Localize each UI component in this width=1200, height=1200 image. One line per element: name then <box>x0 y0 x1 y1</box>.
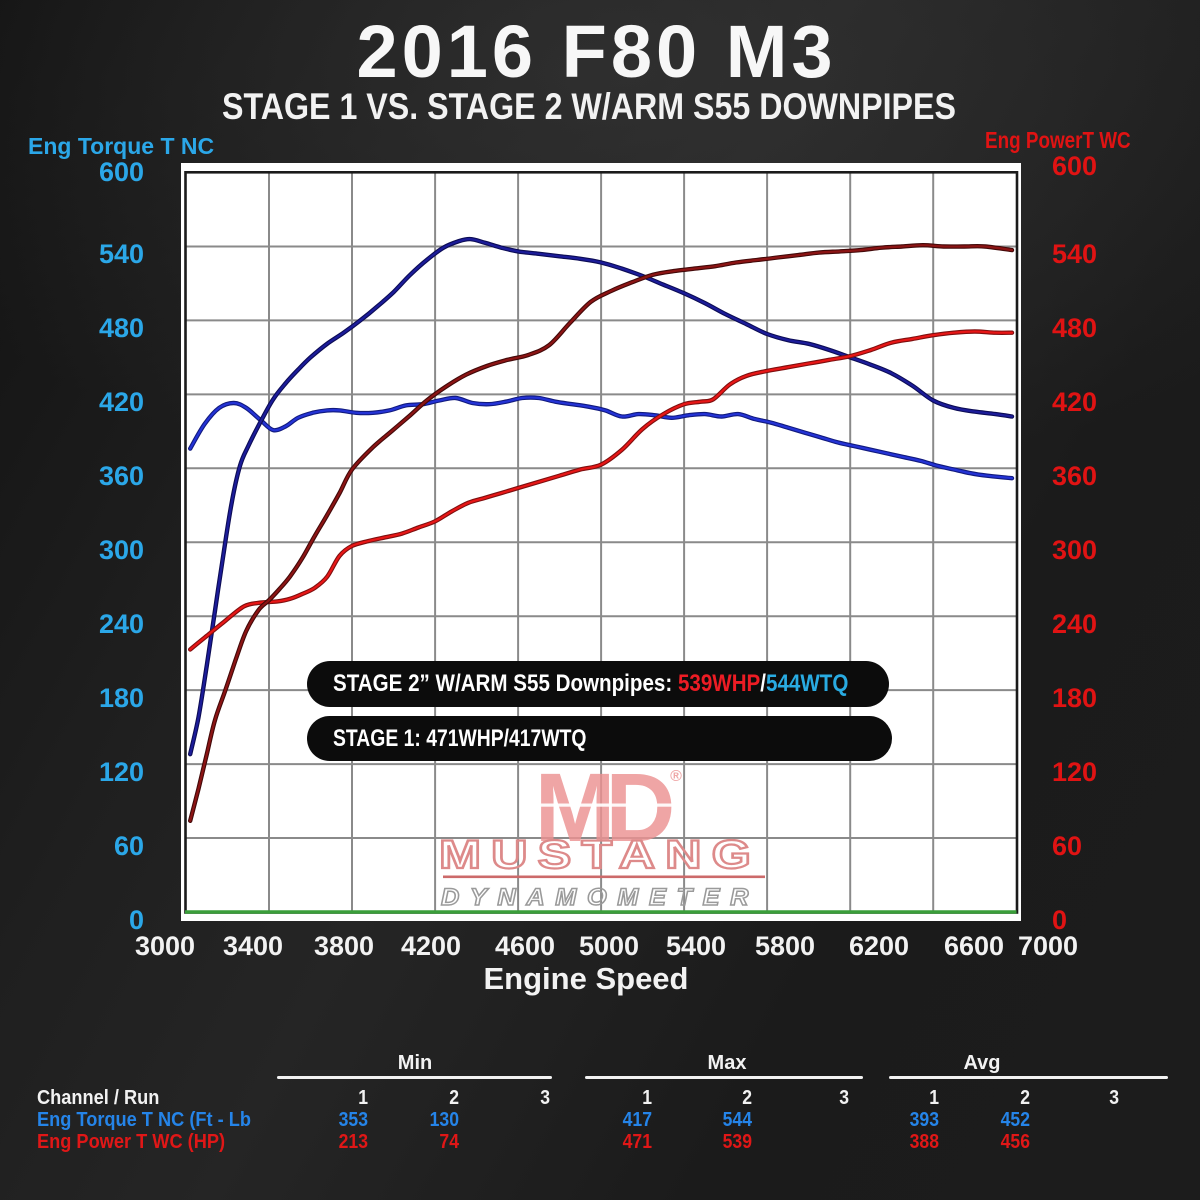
svg-text:DYNAMOMETER: DYNAMOMETER <box>441 884 759 911</box>
svg-text:MUSTANG: MUSTANG <box>439 833 761 877</box>
svg-text:®: ® <box>670 768 682 785</box>
svg-text:MD: MD <box>535 753 672 862</box>
